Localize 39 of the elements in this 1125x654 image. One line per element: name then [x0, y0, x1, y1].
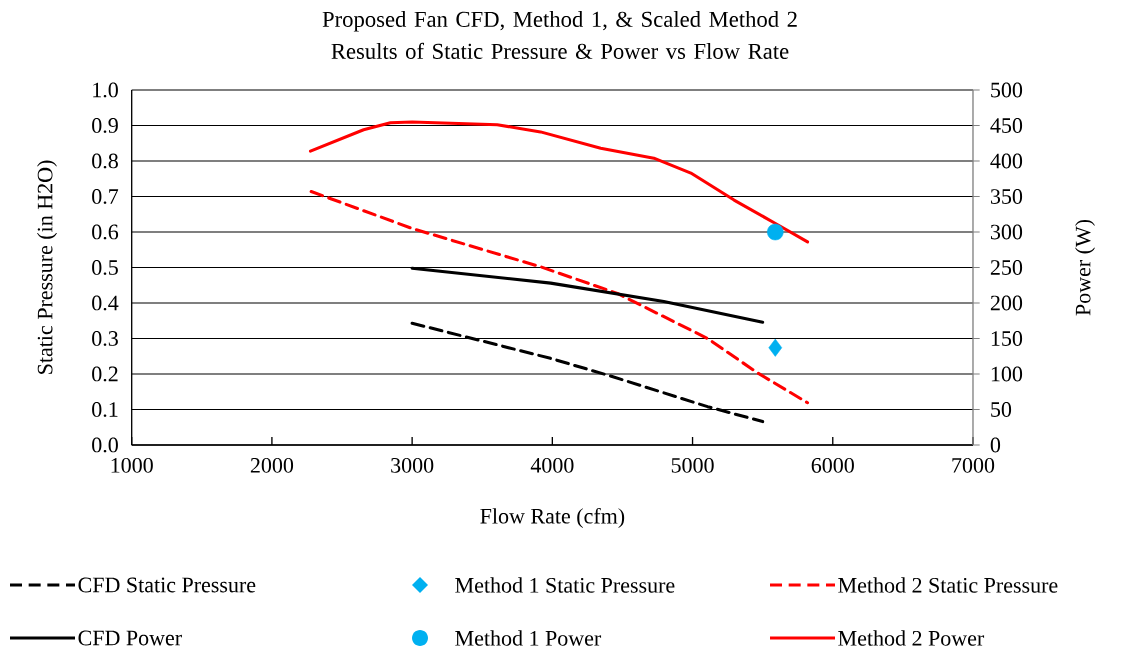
legend-label: CFD Power [78, 630, 182, 646]
y2-axis-title: Power (W) [1075, 219, 1095, 316]
y-tick-label: 0.5 [92, 260, 118, 275]
y-axis-title: Static Pressure (in H2O) [37, 160, 57, 374]
y-tick-label: 0.6 [92, 224, 119, 240]
legend-label: Method 2 Static Pressure [838, 577, 1058, 593]
y2-tick-label: 400 [990, 153, 1023, 169]
y2-tick-label: 250 [990, 260, 1023, 275]
x-tick-label: 5000 [671, 457, 714, 473]
y-tick-label: 0.9 [92, 118, 118, 133]
y-tick-label: 0.3 [92, 331, 118, 346]
chart-title: Proposed Fan CFD, Method 1, & Scaled Method 2 Results of Static Pressure & Power vs Flow Rate [322, 11, 797, 59]
legend-label: Method 2 Power [838, 630, 985, 646]
y2-tick-label: 200 [990, 295, 1023, 311]
y-tick-label: 0.2 [92, 366, 118, 382]
y-tick-label: 0.8 [92, 153, 118, 169]
x-axis-title: Flow Rate (cfm) [480, 507, 625, 529]
x-tick-label: 1000 [111, 457, 153, 473]
legend-label: Method 1 Power [455, 630, 602, 646]
x-tick-label: 4000 [530, 457, 574, 473]
y2-tick-label: 50 [991, 402, 1012, 417]
y2-tick-label: 500 [991, 82, 1023, 98]
y2-tick-label: 100 [991, 366, 1023, 382]
y2-tick-label: 0 [990, 437, 1001, 453]
legend-label: Method 1 Static Pressure [455, 577, 675, 593]
legend-label: CFD Static Pressure [78, 577, 256, 593]
y2-tick-label: 450 [990, 118, 1023, 133]
y2-tick-label: 300 [990, 224, 1023, 240]
y-tick-label: 0.0 [92, 437, 118, 453]
y-tick-label: 0.1 [92, 402, 118, 417]
x-tick-label: 6000 [811, 457, 854, 473]
x-tick-label: 7000 [952, 457, 995, 473]
y2-tick-label: 150 [991, 331, 1023, 346]
y-tick-label: 0.4 [92, 295, 119, 311]
y-tick-label: 0.7 [92, 189, 119, 204]
y2-tick-label: 350 [990, 189, 1023, 204]
y-tick-label: 1.0 [93, 82, 118, 98]
x-tick-label: 3000 [391, 457, 434, 473]
x-tick-label: 2000 [250, 457, 294, 473]
